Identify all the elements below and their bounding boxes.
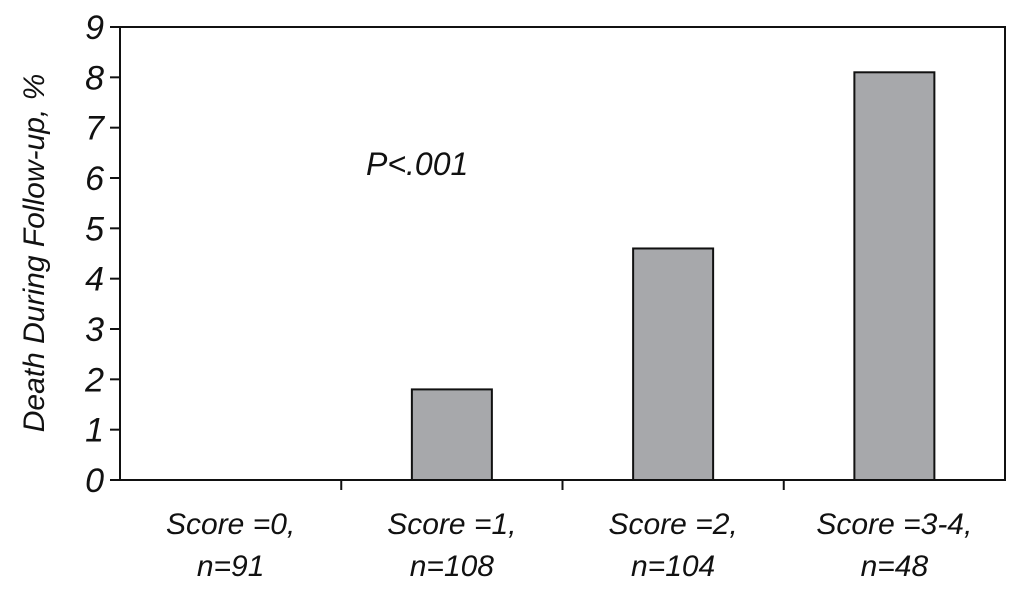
x-axis: Score =0, n=91 Score =1, n=108 Score =2, n=10… (166, 480, 972, 583)
y-axis: 0 1 2 3 4 5 6 7 8 9 (84, 9, 120, 500)
bars (410, 71, 936, 482)
y-tick-label: 9 (85, 9, 104, 47)
x-tick-label: n=104 (631, 550, 715, 583)
x-tick-label: Score =2, (609, 508, 738, 541)
y-tick-label: 6 (85, 160, 104, 198)
y-axis-title: Death During Follow-up, % (18, 74, 51, 433)
x-tick-label: n=91 (197, 550, 265, 583)
bar (853, 71, 936, 482)
y-tick-label: 2 (84, 361, 104, 399)
y-tick-label: 8 (85, 59, 104, 97)
y-tick-label: 7 (85, 110, 105, 148)
x-tick-label: Score =3-4, (816, 508, 972, 541)
x-tick-label: n=48 (861, 550, 929, 583)
x-tick-label: Score =1, (387, 508, 516, 541)
x-tick-label: n=108 (410, 550, 495, 583)
y-tick-label: 0 (85, 462, 104, 500)
annotation-pvalue: P<.001 (366, 146, 468, 182)
x-tick-label: Score =0, (166, 508, 295, 541)
bar (410, 388, 493, 481)
y-tick-label: 1 (85, 412, 104, 450)
y-tick-label: 4 (85, 261, 104, 299)
y-tick-label: 3 (85, 311, 104, 349)
y-tick-label: 5 (85, 210, 104, 248)
bar (632, 247, 715, 481)
